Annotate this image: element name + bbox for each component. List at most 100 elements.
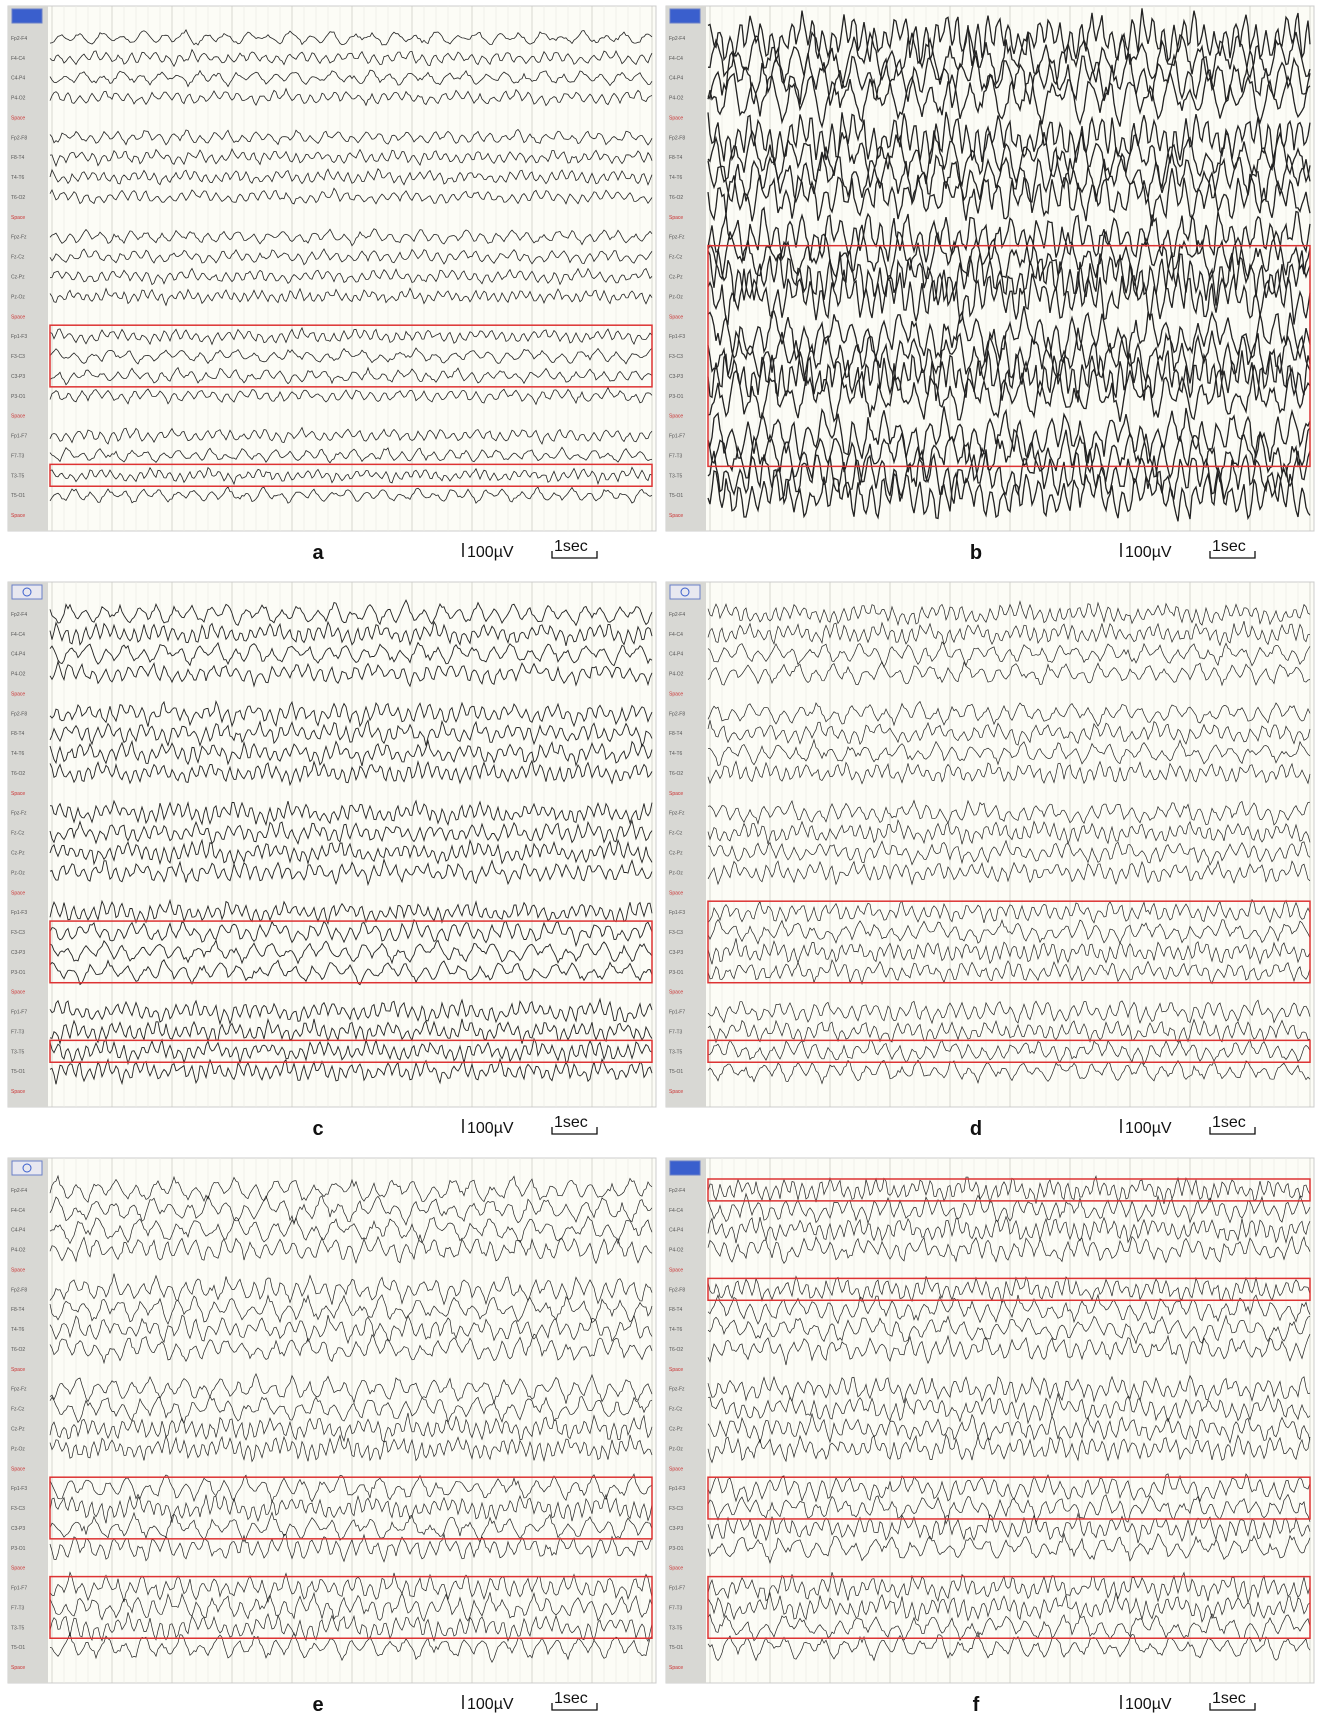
channel-label: Space — [11, 1367, 25, 1373]
channel-label: Space — [11, 414, 25, 420]
channel-column — [8, 6, 48, 531]
channel-label: T6-O2 — [669, 195, 683, 201]
channel-label: Space — [669, 314, 683, 320]
channel-label: Fp1-F3 — [11, 1486, 27, 1492]
channel-label: Space — [669, 215, 683, 221]
channel-label: F3-C3 — [669, 1506, 683, 1512]
channel-label: Space — [11, 1466, 25, 1472]
channel-label: T3-T5 — [669, 1625, 683, 1631]
channel-label: Space — [11, 691, 25, 697]
channel-label: Space — [669, 691, 683, 697]
amplitude-scale: 100µV — [1125, 544, 1172, 561]
channel-label: F7-T3 — [669, 1029, 683, 1035]
eeg-panel: Fp2-F4F4-C4C4-P4P4-O2SpaceFp2-F8F8-T4T4-… — [8, 6, 656, 564]
channel-label: Space — [11, 791, 25, 797]
channel-label: Space — [669, 1566, 683, 1572]
channel-label: F8-T4 — [669, 1307, 683, 1313]
channel-label: Cz-Pz — [669, 1427, 683, 1433]
panel-frame — [8, 1158, 656, 1683]
channel-label: F3-C3 — [11, 354, 25, 360]
channel-label: F3-C3 — [11, 1506, 25, 1512]
channel-label: Fp1-F3 — [669, 334, 685, 340]
channel-label: Space — [669, 791, 683, 797]
channel-label: Fp2-F8 — [11, 135, 27, 141]
channel-label: F7-T3 — [11, 453, 25, 459]
channel-label: Fp2-F4 — [11, 36, 27, 42]
channel-label: Space — [669, 1367, 683, 1373]
channel-label: F8-T4 — [669, 731, 683, 737]
channel-label: T3-T5 — [669, 1049, 683, 1055]
channel-label: P3-O1 — [669, 970, 684, 976]
channel-label: T5-O1 — [669, 493, 683, 499]
channel-label: T3-T5 — [669, 473, 683, 479]
channel-label: T4-T6 — [11, 1327, 25, 1333]
channel-label: T4-T6 — [669, 175, 683, 181]
channel-label: Fz-Cz — [669, 1407, 683, 1413]
time-scale: 1sec — [1212, 1114, 1246, 1131]
channel-label: Pz-Oz — [669, 1446, 683, 1452]
channel-label: T5-O1 — [11, 1645, 25, 1651]
channel-label: Fp2-F4 — [11, 612, 27, 618]
channel-label: P4-O2 — [669, 96, 684, 102]
channel-label: Fp2-F4 — [669, 36, 685, 42]
channel-label: F7-T3 — [11, 1605, 25, 1611]
montage-icon — [670, 585, 700, 599]
channel-label: C3-P3 — [669, 374, 683, 380]
time-scale: 1sec — [554, 1114, 588, 1131]
channel-label: Space — [11, 314, 25, 320]
channel-label: Space — [11, 1089, 25, 1095]
channel-label: P4-O2 — [669, 1248, 684, 1254]
channel-label: T5-O1 — [11, 493, 25, 499]
panel-label: a — [312, 542, 324, 564]
channel-label: Fp2-F8 — [11, 1287, 27, 1293]
channel-label: Cz-Pz — [669, 275, 683, 281]
channel-label: Fp1-F3 — [669, 910, 685, 916]
channel-label: P3-O1 — [11, 1546, 26, 1552]
channel-label: F4-C4 — [11, 632, 25, 638]
channel-label: Fpz-Fz — [11, 235, 27, 241]
channel-label: P4-O2 — [11, 96, 26, 102]
channel-label: Fpz-Fz — [669, 235, 685, 241]
channel-label: Fp1-F7 — [669, 1010, 685, 1016]
channel-label: Fp2-F4 — [11, 1188, 27, 1194]
channel-label: F8-T4 — [669, 155, 683, 161]
eeg-panel: Fp2-F4F4-C4C4-P4P4-O2SpaceFp2-F8F8-T4T4-… — [666, 6, 1314, 564]
channel-label: Fp2-F8 — [11, 711, 27, 717]
channel-label: F4-C4 — [11, 1208, 25, 1214]
channel-label: C3-P3 — [669, 950, 683, 956]
channel-label: F7-T3 — [11, 1029, 25, 1035]
amplitude-scale: 100µV — [467, 544, 514, 561]
channel-label: Space — [11, 215, 25, 221]
channel-label: Fz-Cz — [11, 1407, 25, 1413]
panel-frame — [666, 6, 1314, 531]
channel-label: Fp1-F7 — [11, 1010, 27, 1016]
channel-label: C4-P4 — [669, 76, 683, 82]
channel-label: Fp1-F7 — [11, 434, 27, 440]
channel-label: C3-P3 — [669, 1526, 683, 1532]
channel-label: F3-C3 — [669, 930, 683, 936]
channel-label: T6-O2 — [11, 1347, 25, 1353]
eeg-panel: Fp2-F4F4-C4C4-P4P4-O2SpaceFp2-F8F8-T4T4-… — [8, 582, 656, 1140]
channel-label: Fpz-Fz — [11, 811, 27, 817]
channel-label: C4-P4 — [669, 1228, 683, 1234]
channel-label: P3-O1 — [669, 394, 684, 400]
channel-label: Space — [11, 1665, 25, 1671]
channel-label: Fp1-F7 — [669, 434, 685, 440]
montage-icon — [12, 585, 42, 599]
channel-label: Cz-Pz — [11, 1427, 25, 1433]
channel-label: T6-O2 — [669, 1347, 683, 1353]
channel-column — [8, 582, 48, 1107]
channel-label: P3-O1 — [11, 970, 26, 976]
panel-label: b — [970, 542, 982, 564]
figure: Fp2-F4 F4-C4 C4-P4 P4-O2 Space Fp2-F8 F8-T4 T4-… — [0, 0, 1321, 1733]
channel-label: T3-T5 — [11, 1049, 25, 1055]
channel-label: Fp1-F3 — [11, 910, 27, 916]
panel-label: c — [312, 1118, 323, 1140]
channel-label: C4-P4 — [11, 1228, 25, 1234]
channel-label: Space — [669, 1466, 683, 1472]
channel-label: P4-O2 — [669, 672, 684, 678]
channel-label: P4-O2 — [11, 672, 26, 678]
channel-label: Fp2-F4 — [669, 612, 685, 618]
time-scale: 1sec — [1212, 1690, 1246, 1707]
channel-label: F4-C4 — [11, 56, 25, 62]
